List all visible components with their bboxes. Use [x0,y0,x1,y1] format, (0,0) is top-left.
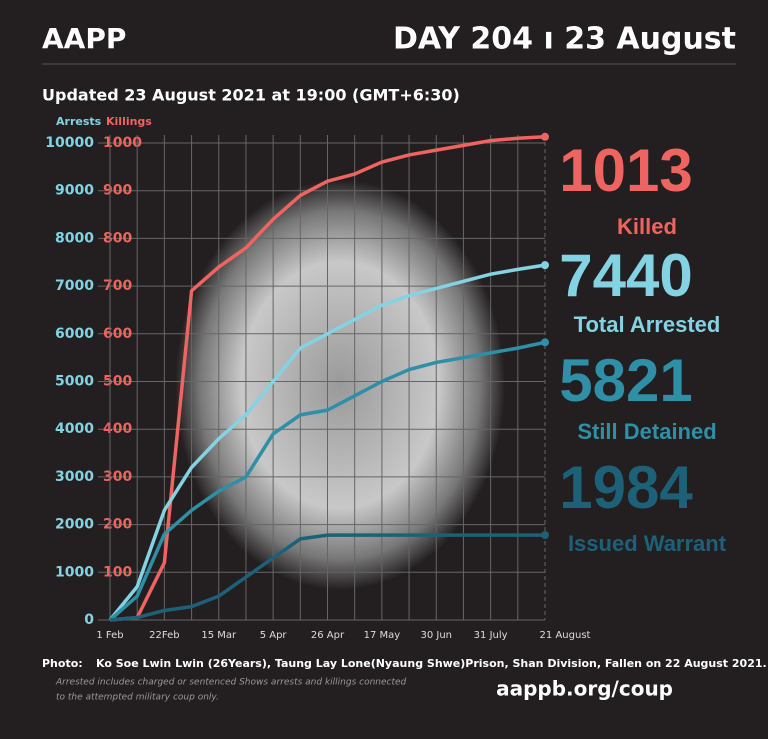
photo-caption: Ko Soe Lwin Lwin (26Years), Taung Lay Lo… [96,657,767,670]
url: aappb.org/coup [496,677,673,701]
y2-tick-label: 700 [103,278,132,294]
end-dot [541,338,549,347]
note: Arrested includes charged or sentenced S… [55,678,407,688]
stat-label: Total Arrested [574,312,721,337]
y-tick-label: 3000 [55,469,94,485]
x-tick-label: 30 Jun [420,630,452,641]
data-line [108,340,546,622]
day: DAY 204 ı 23 August [393,22,736,57]
stat-label: Killed [617,214,677,239]
y-tick-label: 5000 [55,374,94,390]
updated: Updated 23 August 2021 at 19:00 (GMT+6:3… [42,86,460,105]
y-tick-label: 9000 [55,183,94,199]
y-tick-label: 8000 [55,230,94,246]
stat-value: 1984 [559,454,693,521]
y-tick-label: 2000 [55,517,94,533]
y-tick-label: 7000 [55,278,94,294]
stat-value: 5821 [559,347,692,414]
y-tick-label: 1000 [55,564,94,580]
y2-tick-label: 900 [103,183,132,199]
y2-tick-label: 600 [103,326,132,342]
y2-tick-label: 1000 [103,135,142,151]
x-tick-label: 17 May [364,630,401,641]
data-line [109,135,546,622]
stat-value: 1013 [559,137,692,204]
y-axis-label: Arrests [56,115,102,128]
y-tick-label: 6000 [55,326,94,342]
x-tick-label: 15 Mar [201,630,237,641]
stat-value: 7440 [559,242,692,309]
x-tick-label: 22Feb [149,630,179,641]
x-tick-label: 21 August [540,630,591,641]
end-dot [541,261,549,270]
y-tick-label: 0 [84,612,94,628]
y2-tick-label: 100 [103,564,132,580]
photo-label: Photo: [42,657,83,670]
photo [175,180,505,590]
stat-label: Still Detained [577,419,716,444]
end-dot [541,531,549,540]
end-dot [541,132,549,141]
x-tick-label: 1 Feb [96,630,123,641]
y2-tick-label: 500 [103,374,132,390]
y2-axis-label: Killings [106,115,152,128]
brand: AAPP [42,22,126,55]
data-line [109,533,545,622]
data-line [108,263,546,622]
y2-tick-label: 800 [103,230,132,246]
y2-tick-label: 400 [103,421,132,437]
y2-tick-label: 200 [103,517,132,533]
x-tick-label: 5 Apr [260,630,288,641]
y-tick-label: 10000 [45,135,94,151]
y2-tick-label: 300 [103,469,132,485]
stat-label: Issued Warrant [568,531,727,556]
y-tick-label: 4000 [55,421,94,437]
note: to the attempted military coup only. [56,693,219,703]
x-tick-label: 26 Apr [311,630,345,641]
x-tick-label: 31 July [474,630,508,641]
